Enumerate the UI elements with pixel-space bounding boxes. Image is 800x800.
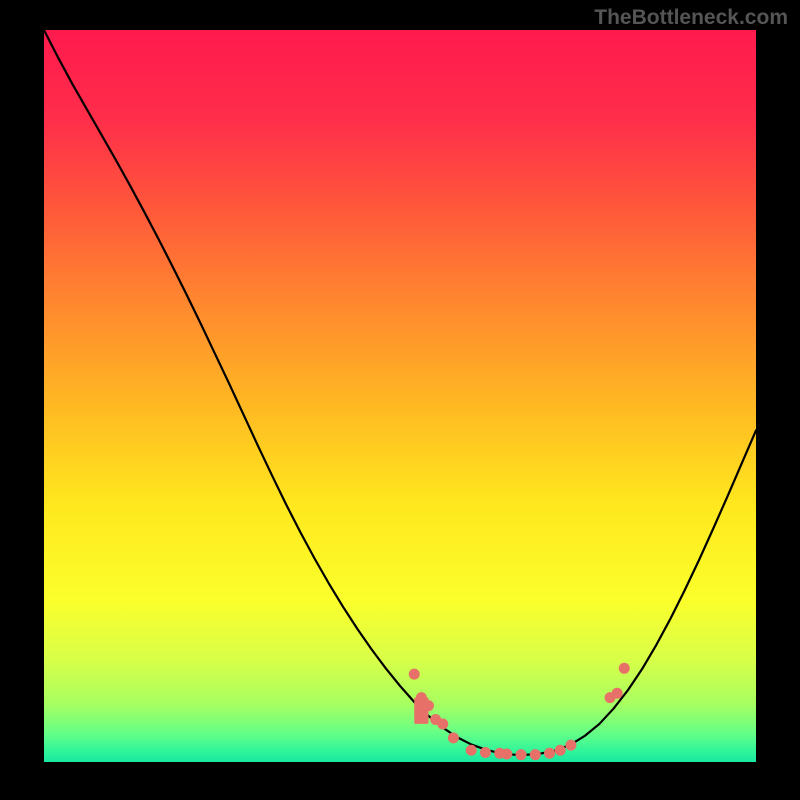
- bottleneck-chart: [0, 0, 800, 800]
- data-marker: [612, 688, 623, 699]
- data-marker: [544, 748, 555, 759]
- data-marker: [501, 748, 512, 759]
- data-marker: [423, 700, 434, 711]
- data-marker: [619, 663, 630, 674]
- data-marker: [466, 745, 477, 756]
- data-marker: [555, 745, 566, 756]
- data-marker: [409, 669, 420, 680]
- data-marker: [448, 732, 459, 743]
- data-marker: [565, 740, 576, 751]
- plot-background: [44, 30, 756, 762]
- watermark-text: TheBottleneck.com: [594, 6, 788, 30]
- data-marker: [516, 749, 527, 760]
- data-marker: [480, 747, 491, 758]
- data-marker: [437, 718, 448, 729]
- data-marker: [530, 749, 541, 760]
